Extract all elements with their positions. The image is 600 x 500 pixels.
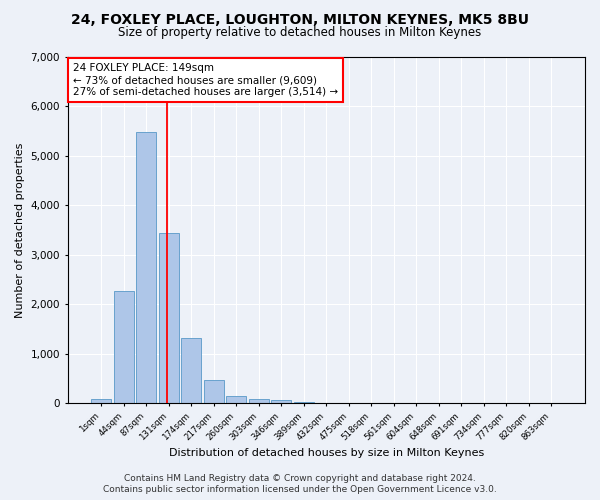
Bar — [249, 399, 269, 404]
X-axis label: Distribution of detached houses by size in Milton Keynes: Distribution of detached houses by size … — [169, 448, 484, 458]
Text: Contains HM Land Registry data © Crown copyright and database right 2024.
Contai: Contains HM Land Registry data © Crown c… — [103, 474, 497, 494]
Bar — [271, 400, 292, 404]
Bar — [294, 402, 314, 404]
Bar — [91, 400, 112, 404]
Text: Size of property relative to detached houses in Milton Keynes: Size of property relative to detached ho… — [118, 26, 482, 39]
Text: 24, FOXLEY PLACE, LOUGHTON, MILTON KEYNES, MK5 8BU: 24, FOXLEY PLACE, LOUGHTON, MILTON KEYNE… — [71, 12, 529, 26]
Bar — [136, 132, 157, 404]
Bar — [204, 380, 224, 404]
Bar — [181, 338, 202, 404]
Bar — [226, 396, 247, 404]
Text: 24 FOXLEY PLACE: 149sqm
← 73% of detached houses are smaller (9,609)
27% of semi: 24 FOXLEY PLACE: 149sqm ← 73% of detache… — [73, 64, 338, 96]
Bar — [114, 291, 134, 404]
Y-axis label: Number of detached properties: Number of detached properties — [15, 142, 25, 318]
Bar — [159, 233, 179, 404]
